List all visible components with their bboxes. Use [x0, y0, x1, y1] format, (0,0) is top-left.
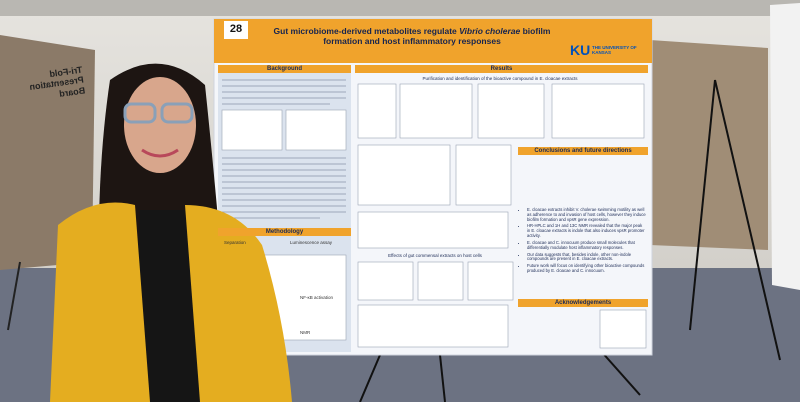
- section-header: Background: [218, 65, 351, 73]
- easel-leg: [714, 79, 781, 361]
- conclusion-bullet: E. cloacae and C. innocuum produce small…: [527, 240, 646, 251]
- title-part: biofilm formation and host inflammatory …: [323, 26, 551, 46]
- section-header: Results: [355, 65, 648, 73]
- easel-leg: [439, 354, 446, 402]
- poster-title: Gut microbiome-derived metabolites regul…: [262, 26, 562, 47]
- conclusion-bullet: Future work will focus on identifying ot…: [527, 263, 646, 274]
- method-step: Luminescence assay: [290, 240, 333, 245]
- bullet-list: E. cloacae extracts inhibit V. cholerae …: [520, 207, 646, 274]
- title-part: Gut microbiome-derived metabolites regul…: [273, 26, 460, 36]
- easel-leg: [689, 79, 716, 331]
- panel-title: Purification and identification of the b…: [422, 76, 578, 81]
- poster-header: [214, 19, 652, 63]
- method-step: NF-κB activation: [300, 295, 334, 300]
- ku-logo: KU: [570, 42, 591, 58]
- method-step: Separation: [224, 240, 246, 245]
- easel-leg: [7, 261, 21, 331]
- jacket: [50, 202, 150, 402]
- section-header: Acknowledgements: [518, 299, 648, 307]
- top: [130, 210, 205, 402]
- conclusions: E. cloacae extracts inhibit V. cholerae …: [520, 207, 646, 276]
- text-lines: [222, 79, 346, 219]
- title-italic: Vibrio cholerae: [459, 26, 521, 36]
- method-step: NMR: [300, 330, 311, 335]
- institution-name: THE UNIVERSITY OF KANSAS: [592, 45, 637, 56]
- conclusion-bullet: Our data suggests that, besides indole, …: [527, 252, 646, 263]
- conclusion-bullet: HR-HPLC and 1H and 13C NMR revealed that…: [527, 223, 646, 238]
- conclusion-bullet: E. cloacae extracts inhibit V. cholerae …: [527, 207, 646, 222]
- side-board: [0, 35, 95, 270]
- ceiling: [0, 0, 800, 16]
- smile: [141, 148, 179, 158]
- jacket: [185, 205, 292, 402]
- section-header: Conclusions and future directions: [518, 147, 648, 155]
- face: [124, 77, 196, 173]
- easel-leg: [599, 349, 641, 396]
- poster-number: 28: [229, 23, 243, 35]
- glasses: [160, 102, 194, 124]
- number-box: [224, 21, 248, 39]
- glasses: [123, 102, 157, 124]
- panel-title: Effects of gut commensal extracts on hos…: [388, 253, 482, 258]
- figures: [221, 83, 647, 349]
- side-poster: [770, 3, 800, 290]
- easel-leg: [359, 354, 381, 402]
- section-header: Methodology: [218, 228, 351, 236]
